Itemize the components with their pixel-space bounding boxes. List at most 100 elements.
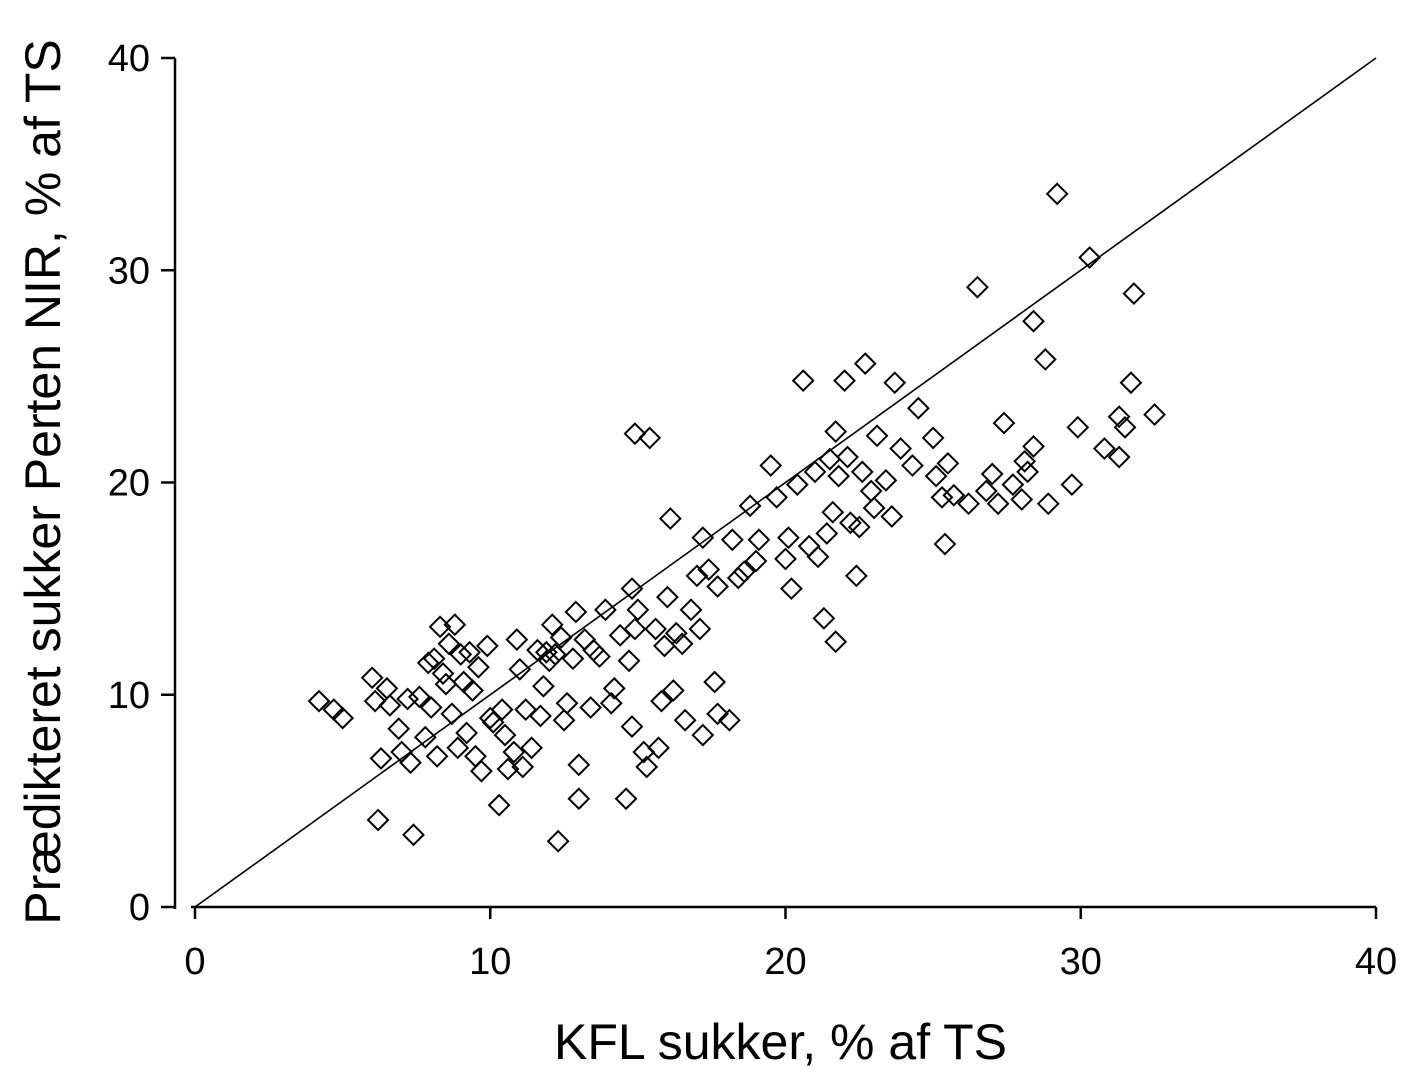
data-point	[883, 371, 907, 395]
data-point	[543, 643, 567, 666]
y-tick-label: 20	[108, 463, 150, 505]
data-point	[455, 721, 479, 745]
data-point	[706, 575, 730, 598]
data-point	[850, 460, 874, 484]
data-point	[942, 483, 966, 507]
data-point	[974, 479, 998, 503]
data-point	[670, 632, 694, 656]
data-point	[514, 698, 538, 722]
data-point	[821, 500, 845, 524]
data-point	[467, 655, 490, 679]
data-point	[602, 676, 626, 700]
data-point	[785, 473, 809, 497]
data-point	[759, 454, 783, 477]
data-point	[824, 420, 848, 443]
data-point	[644, 617, 668, 641]
data-point	[653, 634, 676, 658]
data-point	[688, 617, 712, 641]
data-point	[1013, 449, 1037, 473]
data-point	[889, 437, 913, 460]
data-point	[511, 755, 535, 779]
data-point	[992, 411, 1016, 435]
x-tick-label: 0	[184, 941, 205, 983]
data-point	[564, 600, 588, 624]
y-tick-label: 0	[129, 887, 150, 929]
data-point	[481, 710, 505, 734]
data-point	[617, 649, 641, 673]
data-point	[552, 708, 576, 732]
data-point	[1001, 473, 1025, 497]
x-tick-label: 30	[1060, 941, 1102, 983]
data-point	[307, 689, 331, 713]
data-point	[986, 492, 1010, 516]
data-point	[732, 560, 756, 584]
data-point	[779, 577, 803, 601]
data-point	[661, 679, 685, 702]
data-point	[880, 505, 904, 528]
data-point	[1078, 246, 1102, 269]
data-point	[844, 564, 868, 588]
data-point	[1113, 415, 1137, 439]
data-point	[549, 626, 573, 649]
axes: 0 10 20 30 40 0 10 20 30 40	[108, 38, 1397, 983]
data-point	[1010, 488, 1034, 511]
data-point	[567, 753, 591, 777]
data-point	[1036, 492, 1060, 516]
data-point	[803, 460, 827, 484]
data-point	[431, 662, 455, 685]
data-point	[540, 613, 564, 637]
data-point	[413, 725, 437, 749]
data-point	[865, 424, 889, 448]
data-point	[449, 643, 473, 666]
data-point	[717, 708, 741, 732]
data-point	[647, 736, 670, 760]
data-point	[691, 723, 715, 747]
data-point	[1107, 445, 1131, 469]
data-point	[664, 621, 688, 645]
data-point	[797, 534, 821, 558]
data-point	[933, 532, 957, 556]
data-point	[1107, 405, 1131, 429]
x-tick-label: 40	[1355, 941, 1397, 983]
data-point	[720, 528, 744, 552]
data-point	[331, 706, 355, 730]
data-point	[1022, 435, 1045, 458]
data-point	[635, 755, 659, 779]
data-point	[1060, 473, 1084, 497]
data-point	[505, 628, 529, 651]
data-point	[1122, 282, 1146, 306]
data-point	[818, 447, 842, 471]
data-point	[1092, 437, 1116, 460]
data-point	[526, 638, 549, 662]
data-point	[777, 526, 800, 550]
data-point	[815, 522, 839, 545]
data-point	[579, 696, 603, 719]
data-point	[458, 640, 481, 664]
data-point	[469, 759, 493, 783]
data-point	[738, 494, 762, 518]
data-point	[366, 808, 390, 832]
data-point	[399, 751, 422, 775]
data-point	[924, 464, 948, 488]
data-point	[567, 787, 591, 811]
data-point	[620, 715, 644, 739]
y-axis-title: Prædikteret sukker Perten NIR, % af TS	[15, 39, 71, 925]
data-point	[1119, 371, 1143, 395]
data-point	[824, 630, 848, 654]
data-point	[930, 485, 954, 509]
data-point	[836, 445, 859, 469]
data-point	[921, 426, 945, 450]
data-point	[765, 485, 789, 509]
data-point	[862, 496, 886, 520]
data-point	[812, 606, 836, 630]
data-point	[419, 696, 443, 719]
data-point	[965, 275, 989, 299]
data-point	[638, 426, 662, 450]
data-point	[614, 787, 638, 811]
data-point	[1022, 309, 1045, 333]
data-point	[1045, 182, 1069, 206]
data-point	[437, 632, 461, 656]
data-point	[623, 617, 647, 641]
data-point	[487, 793, 511, 817]
